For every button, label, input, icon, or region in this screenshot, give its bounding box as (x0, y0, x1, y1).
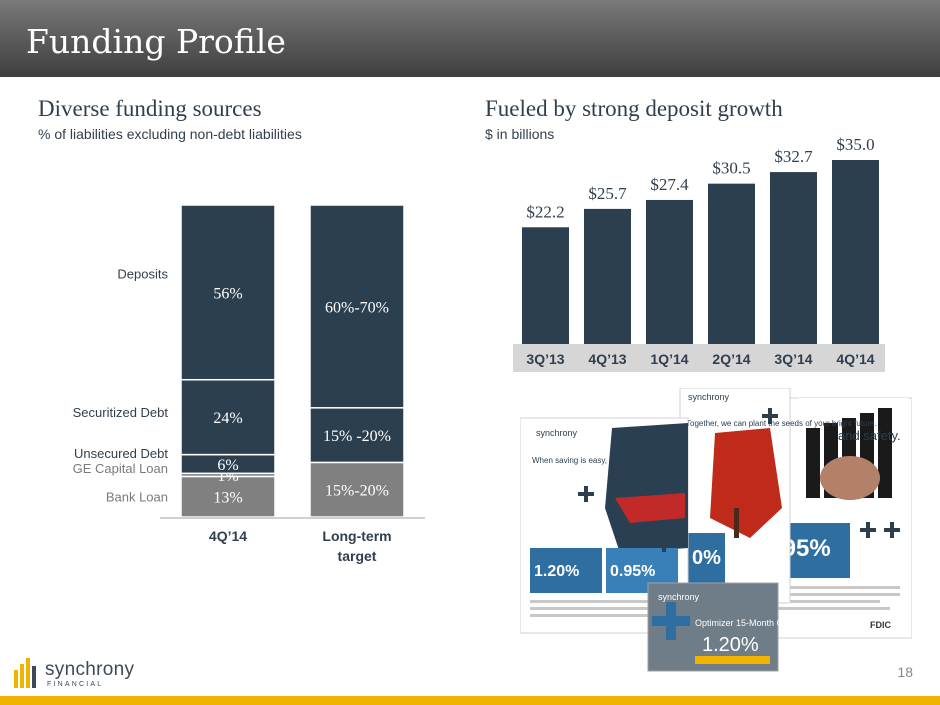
data-label-5: $35.0 (836, 135, 874, 154)
data-label-deposits-0: 56% (213, 285, 242, 302)
footer-gold-bar (0, 696, 940, 705)
x-tick-label-1-1: target (338, 548, 377, 564)
data-label-deposits-1: 60%-70% (325, 299, 389, 316)
deposit-growth-chart: $22.2 $25.7 $27.4 $30.5 $32.7 $35.0 3Q’13 4Q’13… (513, 135, 885, 372)
ad-card-middle-rate: 0% (692, 547, 721, 569)
legend-label-ge-capital-loan: GE Capital Loan (73, 461, 168, 476)
bar-deposits-2q-14 (708, 183, 755, 344)
ad-card-left-rate-2: 0.95% (610, 563, 655, 580)
x-tick-label-2: 1Q’14 (650, 351, 688, 367)
right-section-title: Fueled by strong deposit growth (485, 96, 783, 121)
x-tick-label-3: 2Q’14 (712, 351, 750, 367)
right-section-subtitle: $ in billions (485, 126, 555, 142)
fdic-badge: FDIC (870, 620, 891, 630)
x-tick-label-0: 3Q’13 (526, 351, 564, 367)
bar-deposits-3q-14 (770, 172, 817, 344)
bar-deposits-3q-13 (522, 227, 569, 344)
left-section-subtitle: % of liabilities excluding non-debt liab… (38, 126, 302, 142)
x-tick-label-5: 4Q’14 (836, 351, 874, 367)
ad-card-front-rate: 1.20% (702, 634, 759, 656)
bar-deposits-1q-14 (646, 199, 693, 344)
bar-securitized-debt-1 (309, 407, 405, 464)
data-label-0: $22.2 (526, 202, 564, 221)
bar-deposits-4q-14 (832, 160, 879, 344)
left-section-title: Diverse funding sources (38, 96, 262, 121)
ad-card-front-brand: synchrony (658, 592, 700, 602)
header-banner: Funding Profile (0, 0, 940, 77)
synchrony-logo: synchrony FINANCIAL (12, 658, 162, 692)
data-label-unsecured-debt-0: 6% (217, 457, 238, 474)
ad-card-front-headline: Optimizer 15-Month CD (695, 618, 790, 628)
marketing-collage-image: and safety. .95% FDIC synchrony Together… (520, 388, 912, 672)
page-number: 18 (897, 664, 913, 680)
x-tick-label-4: 3Q’14 (774, 351, 812, 367)
synchrony-mark-icon (14, 658, 36, 688)
plus-signs-decoration (578, 408, 900, 552)
ad-card-left-rate-1: 1.20% (534, 563, 579, 580)
legend-label-deposits: Deposits (117, 266, 168, 281)
data-label-securitized-debt-1: 15% -20% (323, 428, 391, 445)
legend-label-securitized-debt: Securitized Debt (73, 405, 169, 420)
bar-deposits-1 (309, 204, 405, 409)
data-label-bank-loan-0: 13% (213, 490, 242, 507)
ad-card-middle-brand: synchrony (688, 392, 730, 402)
x-tick-label-1: 4Q’13 (588, 351, 626, 367)
legend-label-bank-loan: Bank Loan (106, 490, 168, 505)
data-label-2: $27.4 (650, 175, 689, 194)
bar-securitized-debt-0 (180, 378, 276, 456)
bar-deposits-0 (180, 204, 276, 381)
data-label-3: $30.5 (712, 159, 750, 178)
logo-subtitle: FINANCIAL (47, 681, 104, 688)
ad-card-right: and safety. .95% FDIC (747, 397, 912, 639)
page-title: Funding Profile (26, 22, 286, 61)
logo-name: synchrony (45, 659, 135, 680)
x-tick-label-0: 4Q’14 (209, 528, 247, 544)
ad-card-front: synchrony Optimizer 15-Month CD 1.20% (647, 582, 790, 672)
ad-card-middle-headline: Together, we can plant the seeds of your… (686, 419, 877, 428)
data-label-bank-loan-1: 15%-20% (325, 483, 389, 500)
x-axis-band (513, 344, 885, 372)
legend-label-unsecured-debt: Unsecured Debt (74, 446, 168, 461)
ad-card-left-brand: synchrony (536, 428, 578, 438)
ad-card-left: synchrony When saving is easy, life gets… (520, 417, 689, 634)
bar-deposits-4q-13 (584, 208, 631, 344)
data-label-4: $32.7 (774, 147, 813, 166)
ad-card-right-headline: and safety. (838, 428, 901, 443)
ad-card-left-headline: When saving is easy, life gets easier. (532, 456, 663, 465)
data-label-securitized-debt-0: 24% (213, 410, 242, 427)
data-label-1: $25.7 (588, 184, 627, 203)
x-tick-label-1-0: Long-term (322, 528, 391, 544)
